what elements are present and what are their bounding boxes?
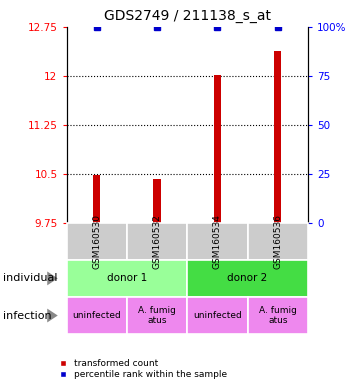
Bar [274,51,281,223]
Text: GSM160536: GSM160536 [273,214,282,269]
Text: uninfected: uninfected [193,311,242,320]
Bar [214,74,221,223]
Text: individual: individual [4,273,58,283]
Bar [66,260,187,297]
Bar [66,297,127,334]
Bar [247,297,308,334]
Text: A. fumig
atus: A. fumig atus [259,306,297,325]
Bar [187,297,247,334]
Text: GSM160530: GSM160530 [92,214,101,269]
Text: GSM160534: GSM160534 [213,214,222,269]
Bar [66,223,127,260]
Title: GDS2749 / 211138_s_at: GDS2749 / 211138_s_at [104,9,271,23]
Bar [247,223,308,260]
Text: GSM160532: GSM160532 [153,214,162,269]
Bar [187,223,247,260]
Bar [93,175,100,223]
Text: A. fumig
atus: A. fumig atus [138,306,176,325]
Bar [127,297,187,334]
Legend: transformed count, percentile rank within the sample: transformed count, percentile rank withi… [54,359,228,379]
Text: infection: infection [4,311,52,321]
Bar [187,260,308,297]
Bar [127,223,187,260]
Text: uninfected: uninfected [72,311,121,320]
Text: donor 1: donor 1 [107,273,147,283]
Text: donor 2: donor 2 [228,273,268,283]
Bar [153,179,161,223]
